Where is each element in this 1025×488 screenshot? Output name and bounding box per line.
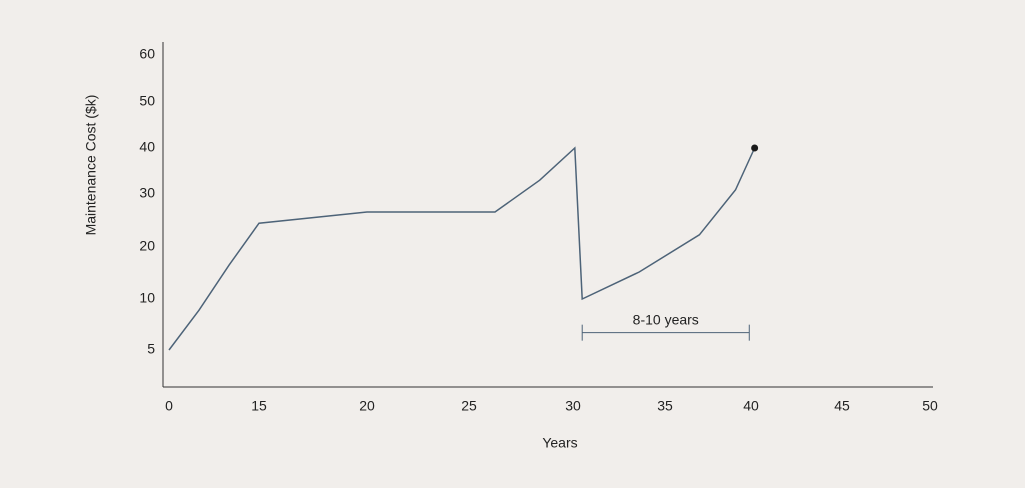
y-tick-label: 10 xyxy=(139,290,155,306)
end-marker xyxy=(751,144,759,152)
x-tick-label: 15 xyxy=(251,398,267,414)
x-tick-label: 30 xyxy=(565,398,581,414)
y-tick-label: 30 xyxy=(139,185,155,201)
line xyxy=(168,146,756,351)
x-tick-label: 20 xyxy=(359,398,375,414)
x-tick-label: 50 xyxy=(922,398,938,414)
x-tick-label: 35 xyxy=(657,398,673,414)
x-tick-label: 40 xyxy=(743,398,759,414)
y-axis-label: Maintenance Cost ($k) xyxy=(83,95,99,236)
x-tick-label: 45 xyxy=(834,398,850,414)
y-tick-label: 40 xyxy=(139,139,155,155)
y-tick-label: 50 xyxy=(139,93,155,109)
y-tick-label: 60 xyxy=(139,46,155,62)
y-tick-label: 20 xyxy=(139,238,155,254)
x-tick-label: 25 xyxy=(461,398,477,414)
annotation-label: 8-10 years xyxy=(633,311,699,327)
y-tick-label: 5 xyxy=(147,341,155,357)
x-tick-label: 0 xyxy=(165,398,173,414)
x-axis-label: Years xyxy=(542,435,577,451)
